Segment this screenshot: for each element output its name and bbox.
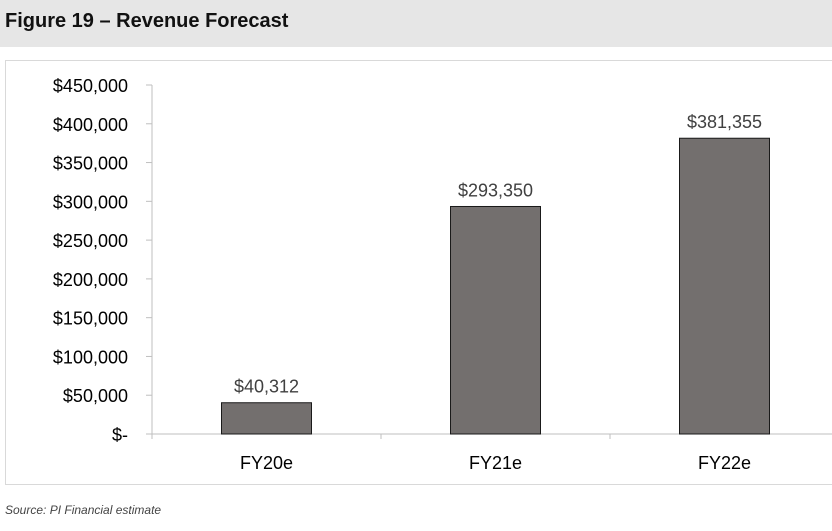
y-tick-label: $250,000 — [53, 231, 128, 251]
x-tick-label: FY20e — [240, 453, 293, 473]
data-labels: $40,312 $293,350 $381,355 — [234, 112, 762, 396]
y-tick-label: $150,000 — [53, 309, 128, 329]
x-tick-label: FY22e — [698, 453, 751, 473]
x-axis: FY20e FY21e FY22e — [151, 433, 832, 473]
y-tick-label: $- — [112, 425, 128, 445]
x-tick-label: FY21e — [469, 453, 522, 473]
data-label: $293,350 — [458, 180, 533, 200]
y-tick-label: $50,000 — [63, 386, 128, 406]
y-tick-label: $350,000 — [53, 154, 128, 174]
source-note: Source: PI Financial estimate — [5, 503, 162, 517]
y-tick-label: $200,000 — [53, 270, 128, 290]
data-label: $381,355 — [687, 112, 762, 132]
chart-frame — [5, 60, 832, 485]
y-axis: $- $50,000 $100,000 $150,000 $200,000 $250,00… — [53, 76, 153, 445]
bar-fy22e — [679, 137, 770, 435]
bar-fy21e — [450, 205, 541, 435]
bars — [221, 137, 770, 435]
y-tick-label: $450,000 — [53, 76, 128, 96]
y-tick-label: $400,000 — [53, 115, 128, 135]
title-band: Figure 19 – Revenue Forecast — [0, 0, 832, 47]
figure-title: Figure 19 – Revenue Forecast — [5, 10, 289, 32]
data-label: $40,312 — [234, 377, 299, 397]
y-tick-label: $100,000 — [53, 347, 128, 367]
bar-fy20e — [221, 402, 312, 435]
y-tick-label: $300,000 — [53, 192, 128, 212]
